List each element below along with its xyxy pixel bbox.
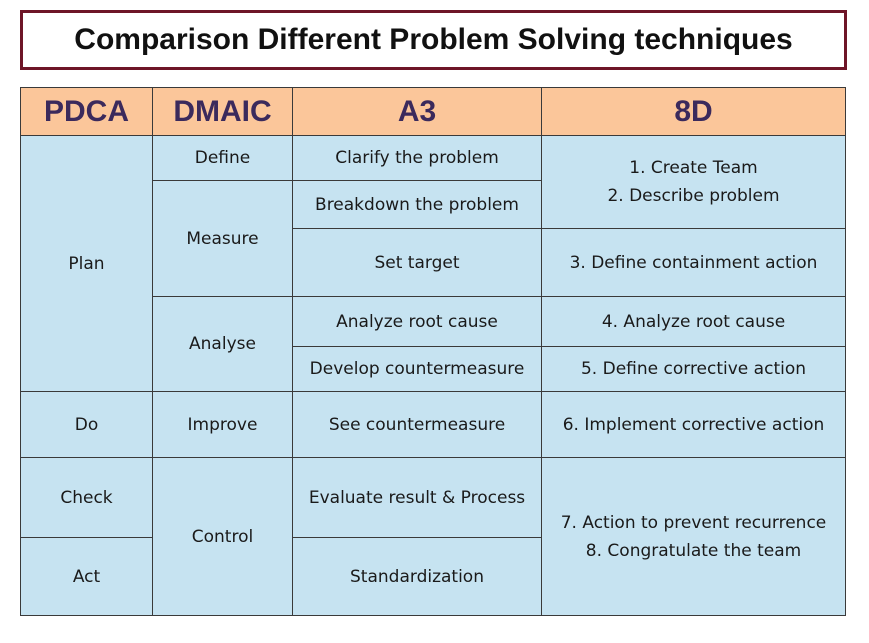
pdca-cell: Act — [20, 537, 153, 616]
d8-line: 8. Congratulate the team — [585, 540, 802, 561]
header-cell: 8D — [541, 87, 846, 136]
row: Do Improve See countermeasure 6. Impleme… — [20, 391, 846, 458]
a3-cell: Standardization — [292, 537, 542, 616]
row: Check Control Evaluate result & Process … — [20, 457, 846, 616]
a3-cell: Analyze root cause — [292, 296, 542, 347]
row: Develop countermeasure 5. Define correct… — [21, 346, 846, 392]
header-row: PDCA DMAIC A3 8D — [20, 87, 846, 136]
a3-cell: Breakdown the problem — [292, 180, 542, 229]
pdca-cell: Do — [20, 391, 153, 458]
d8-cell: 4. Analyze root cause — [541, 296, 846, 347]
d8-line: 7. Action to prevent recurrence — [560, 512, 827, 533]
pdca-cell: Check — [20, 457, 153, 538]
row: Analyse Analyze root cause 4. Analyze ro… — [21, 296, 846, 392]
row: Plan Define Clarify the problem 1. Creat… — [20, 135, 846, 392]
a3-cell: Develop countermeasure — [292, 346, 542, 392]
a3-cell: Set target — [292, 228, 542, 297]
d8-cell: 5. Define corrective action — [541, 346, 846, 392]
d8-cell: 7. Action to prevent recurrence 8. Congra… — [541, 457, 846, 616]
row: Act Standardization — [20, 537, 846, 616]
dmaic-cell: Control — [152, 457, 293, 616]
a3-cell: See countermeasure — [292, 391, 542, 458]
a3-cell: Evaluate result & Process — [292, 457, 542, 538]
row: Set target 3. Define containment action — [21, 228, 846, 297]
row: Measure Breakdown the problem — [21, 180, 846, 297]
header-cell: DMAIC — [152, 87, 293, 136]
pdca-cell: Plan — [20, 135, 153, 392]
comparison-table: PDCA DMAIC A3 8D Plan Define Clarify the… — [20, 87, 846, 616]
dmaic-cell: Measure — [152, 180, 293, 297]
header-cell: PDCA — [20, 87, 153, 136]
title: Comparison Different Problem Solving tec… — [20, 10, 847, 70]
d8-cell: 1. Create Team 2. Describe problem — [541, 135, 846, 229]
d8-line: 1. Create Team — [629, 158, 758, 178]
d8-line: 2. Describe problem — [607, 186, 780, 206]
d8-cell: 6. Implement corrective action — [541, 391, 846, 458]
dmaic-cell: Analyse — [152, 296, 293, 392]
a3-cell: Clarify the problem — [292, 135, 542, 181]
header-cell: A3 — [292, 87, 542, 136]
dmaic-cell: Improve — [152, 391, 293, 458]
d8-cell: 3. Define containment action — [541, 228, 846, 297]
dmaic-cell: Define — [152, 135, 293, 181]
